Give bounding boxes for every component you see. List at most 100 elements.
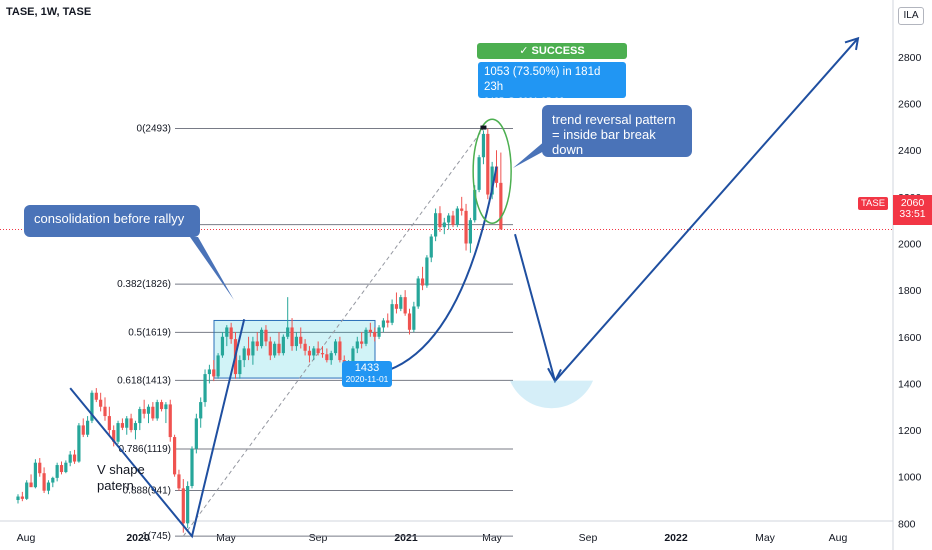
candle-body	[307, 350, 312, 356]
y-tick-label: 1000	[898, 472, 922, 484]
candle-body	[59, 465, 64, 473]
candle-body	[16, 496, 20, 501]
candle-body	[451, 215, 455, 225]
candle-body	[407, 313, 412, 330]
fib-level-label: 0(2493)	[137, 124, 171, 135]
bar-countdown: 33:51	[899, 208, 926, 220]
y-tick-label: 1600	[898, 332, 922, 344]
candle-body	[468, 220, 472, 244]
candle-body	[129, 418, 133, 431]
candle-body	[194, 418, 198, 449]
candle-body	[203, 374, 207, 403]
candle-body	[155, 402, 159, 419]
candle-body	[120, 423, 124, 428]
candle-body	[368, 329, 372, 333]
candle-body	[46, 482, 51, 491]
candle-body	[20, 496, 24, 499]
candle-body	[486, 133, 490, 195]
success-badge: ✓ SUCCESS	[477, 43, 627, 59]
target-bowl	[510, 380, 593, 409]
candle-body	[103, 406, 107, 417]
candle-body	[151, 406, 155, 419]
candle-body	[494, 166, 499, 183]
candle-body	[255, 341, 259, 347]
candle-body	[107, 416, 111, 431]
candle-body	[425, 257, 429, 286]
candle-body	[81, 425, 85, 435]
candle-body	[290, 327, 294, 347]
candle-body	[338, 341, 342, 361]
candle-body	[355, 341, 359, 349]
candle-body	[325, 354, 329, 361]
candle-body	[68, 454, 72, 463]
candle-body	[199, 402, 203, 419]
candle-body	[146, 406, 151, 414]
candle-body	[381, 320, 385, 328]
candle-body	[294, 336, 298, 347]
y-tick-label: 1200	[898, 425, 922, 437]
x-tick-label: May	[755, 532, 776, 544]
candle-body	[212, 369, 216, 377]
candle-body	[386, 320, 390, 323]
candle-body	[29, 482, 33, 488]
fib-level-label: 0.786(1119)	[119, 444, 171, 455]
x-tick-label: May	[216, 532, 237, 544]
candle-body	[246, 348, 251, 356]
candle-body	[242, 348, 246, 361]
candle-body	[394, 304, 399, 309]
candle-body	[64, 462, 68, 473]
candle-body	[460, 208, 464, 211]
fib-level-label: 1(745)	[142, 531, 171, 542]
low-price-date: 2020-11-01	[345, 374, 389, 384]
candle-body	[473, 189, 477, 221]
y-tick-label: 1800	[898, 285, 922, 297]
candle-body	[164, 404, 168, 410]
candle-body	[499, 182, 503, 230]
candle-body	[138, 409, 142, 424]
low-price-label: 1433 2020-11-01	[342, 361, 392, 387]
candle-body	[333, 341, 338, 354]
candle-body	[438, 213, 442, 228]
v-shape-line	[69, 319, 246, 539]
candle-body	[420, 278, 425, 286]
fib-level-label: 0.888(941)	[123, 485, 171, 496]
candle-body	[94, 392, 98, 400]
y-tick-label: 800	[898, 518, 916, 530]
y-tick-label: 2800	[898, 52, 922, 64]
x-tick-label: Aug	[17, 532, 36, 544]
candle-body	[490, 166, 494, 195]
currency-button[interactable]: ILA	[898, 7, 924, 25]
candle-body	[186, 486, 190, 524]
x-tick-label: 2022	[664, 532, 688, 544]
ticker-label: TASE, 1W, TASE	[6, 6, 92, 18]
y-tick-label: 2400	[898, 145, 922, 157]
symbol-price-tag: TASE	[858, 197, 888, 210]
v-shape-note: V shape patern	[97, 462, 145, 493]
y-tick-label: 2600	[898, 99, 922, 111]
reversal-callout: trend reversal pattern = inside bar brea…	[542, 105, 692, 157]
candle-body	[329, 353, 333, 361]
candle-body	[33, 462, 37, 488]
reversal-ellipse	[472, 118, 512, 224]
candle-body	[25, 482, 29, 499]
candle-body	[142, 409, 146, 414]
candle-body	[273, 343, 277, 356]
candle-body	[220, 336, 225, 356]
candle-body	[277, 343, 281, 354]
candle-body	[72, 454, 77, 462]
candle-body	[112, 430, 116, 442]
candle-body	[229, 327, 233, 340]
candle-body	[125, 418, 129, 428]
y-tick-label: 2000	[898, 239, 922, 251]
x-tick-label: May	[482, 532, 503, 544]
candle-body	[260, 329, 264, 347]
candle-body	[42, 473, 46, 491]
candle-body	[38, 462, 42, 474]
candle-body	[416, 278, 420, 307]
candle-body	[481, 133, 486, 158]
high-marker	[480, 125, 487, 130]
candle-body	[281, 336, 285, 354]
last-price-value: 2060	[900, 197, 925, 209]
measure-stats-text: 1053 (73.50%) in 181d 23h	[484, 66, 601, 93]
candle-body	[399, 297, 403, 309]
